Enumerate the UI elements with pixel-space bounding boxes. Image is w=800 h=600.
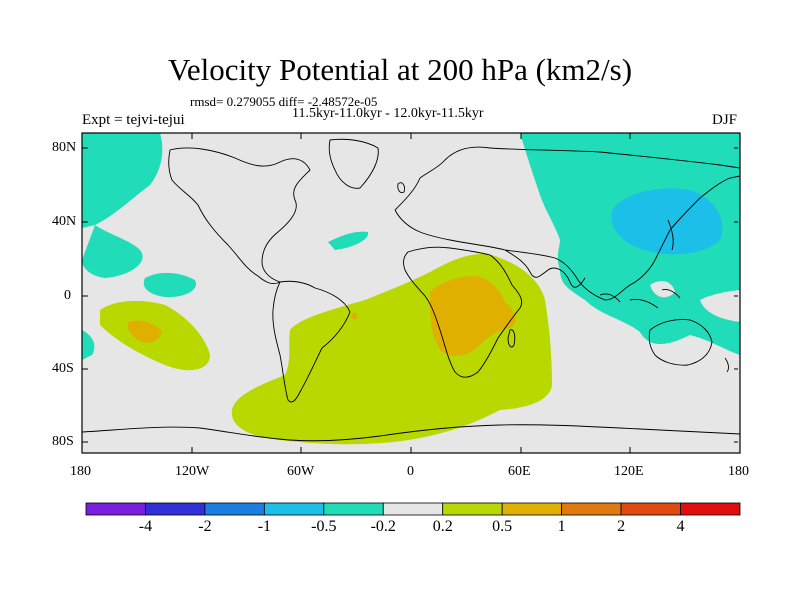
colorbar-label: -4 bbox=[138, 518, 153, 535]
colorbar-swatch bbox=[382, 502, 444, 516]
colorbar-swatch bbox=[561, 502, 622, 516]
colorbar-label: -0.2 bbox=[370, 518, 396, 535]
neutral-region-maritime-continent bbox=[650, 280, 675, 298]
y-tick-label: 80N bbox=[52, 140, 77, 155]
moderate-negative-region-east-asia bbox=[611, 188, 723, 255]
colorbar-swatch bbox=[263, 502, 325, 516]
negative-anomaly-region-tropical-pacific bbox=[143, 272, 196, 298]
coastlines bbox=[82, 138, 740, 442]
x-tick-label: 120E bbox=[614, 464, 644, 479]
colorbar-label: 2 bbox=[617, 518, 626, 535]
colorbar bbox=[85, 502, 741, 516]
coastline-madagascar bbox=[507, 329, 516, 348]
colorbar-swatch bbox=[145, 502, 206, 516]
colorbar-label: -0.5 bbox=[311, 518, 337, 535]
colorbar-label: 0.2 bbox=[432, 518, 453, 535]
moderate-positive-spot-south-atlantic bbox=[351, 312, 358, 320]
coastline-uk bbox=[397, 182, 405, 193]
coastline-south-america bbox=[272, 280, 351, 403]
stats-text: rmsd= 0.279055 diff= -2.48572e-05 bbox=[190, 94, 378, 109]
colorbar-label: 1 bbox=[557, 518, 566, 535]
negative-anomaly-region-north-atlantic bbox=[328, 231, 369, 250]
coastline-new-zealand bbox=[724, 357, 729, 373]
colorbar-label: 0.5 bbox=[492, 518, 513, 535]
coastline-australia bbox=[648, 319, 713, 366]
colorbar-swatch bbox=[204, 502, 265, 516]
y-tick-label: 0 bbox=[64, 288, 71, 303]
coastline-japan bbox=[667, 219, 674, 251]
coastline-antarctica bbox=[82, 424, 740, 442]
y-tick-label: 40S bbox=[52, 361, 74, 376]
coastline-europe-asia bbox=[394, 146, 740, 301]
coastline-africa bbox=[403, 246, 523, 378]
negative-anomaly-region-southeast-pacific bbox=[82, 330, 95, 360]
x-tick-label: 0 bbox=[407, 464, 414, 479]
y-tick-label: 80S bbox=[52, 434, 74, 449]
coastline-arabia-india bbox=[504, 249, 586, 288]
colorbar-swatch bbox=[85, 502, 146, 516]
negative-anomaly-region-northeast-pacific bbox=[82, 133, 163, 228]
experiment-label: Expt = tejvi-tejui bbox=[82, 112, 185, 128]
negative-anomaly-region-asia-pacific bbox=[520, 133, 740, 355]
neutral-region-south-pacific bbox=[700, 290, 740, 322]
coastline-north-america bbox=[168, 147, 311, 285]
season-label: DJF bbox=[712, 112, 738, 128]
colorbar-swatch bbox=[620, 502, 681, 516]
colorbar-label: 4 bbox=[676, 518, 685, 535]
x-tick-label: 60E bbox=[508, 464, 531, 479]
axis-ticks bbox=[82, 133, 738, 453]
negative-anomaly-region-north-pacific bbox=[82, 225, 143, 278]
colorbar-label: -1 bbox=[257, 518, 272, 535]
x-tick-label: 60W bbox=[287, 464, 315, 479]
colorbar-swatch bbox=[442, 502, 503, 516]
period-text: 11.5kyr-11.0kyr - 12.0kyr-11.5kyr bbox=[292, 106, 484, 121]
x-tick-label: 180 bbox=[728, 464, 749, 479]
moderate-positive-region-south-pacific bbox=[127, 320, 162, 343]
colorbar-swatch bbox=[501, 502, 563, 516]
moderate-positive-region-africa bbox=[430, 276, 516, 356]
colorbar-swatch bbox=[680, 502, 741, 516]
x-tick-label: 120W bbox=[175, 464, 210, 479]
y-tick-label: 40N bbox=[52, 214, 77, 229]
coastline-greenland bbox=[328, 138, 379, 189]
colorbar-swatch bbox=[323, 502, 384, 516]
map-title: Velocity Potential at 200 hPa (km2/s) bbox=[167, 52, 633, 87]
x-tick-label: 180 bbox=[70, 464, 91, 479]
coastline-maritime-continent bbox=[599, 289, 681, 309]
colorbar-label: -2 bbox=[198, 518, 212, 535]
